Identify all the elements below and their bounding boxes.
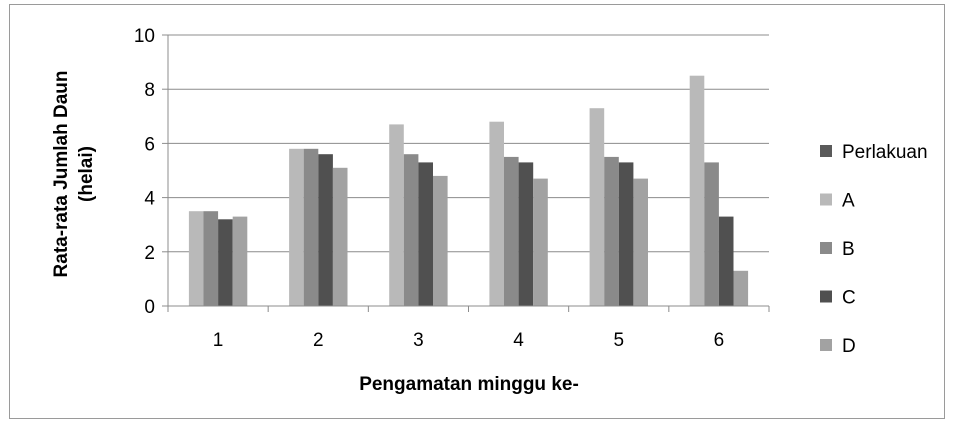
y-tick-label: 2 — [144, 243, 155, 264]
y-tick-label: 10 — [134, 26, 155, 47]
bar-B-2 — [303, 148, 319, 306]
bar-B-5 — [604, 156, 619, 306]
legend-swatch-D — [820, 339, 832, 351]
bar-A-3 — [389, 124, 404, 307]
legend-label-D: D — [842, 336, 856, 357]
bar-C-3 — [418, 162, 433, 306]
bar-A-6 — [689, 75, 705, 306]
legend-swatch-A — [820, 193, 832, 206]
bar-A-4 — [489, 121, 504, 306]
y-tick-label: 6 — [144, 134, 155, 155]
chart-frame: 0 2 4 6 8 10 1 2 3 4 5 6 Rata-rata Jumlah Daun (hel… — [9, 4, 945, 419]
x-tick-label: 5 — [613, 330, 624, 351]
legend-title: Perlakuan — [842, 142, 928, 163]
bar-D-1 — [232, 216, 248, 306]
y-axis-title-line2: (helai) — [76, 146, 97, 202]
legend-label-B: B — [842, 239, 855, 260]
x-tick-label: 4 — [513, 330, 524, 351]
x-tick-label: 1 — [213, 330, 224, 351]
y-tick-label: 0 — [144, 297, 155, 318]
bar-D-6 — [733, 270, 749, 306]
bar-D-5 — [633, 178, 648, 306]
bar-D-3 — [433, 175, 448, 306]
legend-label-C: C — [842, 288, 856, 309]
bar-D-2 — [332, 167, 348, 306]
y-axis-title: Rata-rata Jumlah Daun (helai) — [51, 71, 97, 278]
bar-B-6 — [704, 162, 719, 306]
bar-C-6 — [718, 216, 734, 306]
legend-swatch-perlakuan — [820, 145, 832, 157]
y-axis-title-line1: Rata-rata Jumlah Daun — [51, 71, 72, 278]
bar-A-1 — [188, 211, 204, 306]
bar-B-3 — [403, 154, 419, 306]
bar-A-2 — [289, 148, 304, 306]
legend-label-A: A — [842, 191, 855, 212]
x-axis-title: Pengamatan minggu ke- — [359, 374, 579, 395]
legend-swatch-B — [820, 242, 832, 254]
bars — [188, 75, 749, 307]
x-tick-label: 2 — [313, 330, 324, 351]
bar-C-2 — [318, 154, 333, 306]
bar-B-1 — [203, 211, 219, 306]
x-tick-label: 6 — [714, 330, 725, 351]
bar-A-5 — [589, 108, 605, 306]
y-tick-label: 8 — [144, 80, 155, 101]
bar-C-4 — [518, 162, 534, 306]
legend: Perlakuan A B C D — [820, 142, 928, 357]
legend-swatch-C — [820, 290, 832, 303]
x-tick-label: 3 — [413, 330, 424, 351]
bar-D-4 — [533, 178, 548, 306]
bar-C-1 — [218, 219, 233, 306]
bar-B-4 — [504, 156, 519, 306]
bar-C-5 — [618, 162, 634, 306]
y-tick-label: 4 — [144, 189, 155, 210]
gridlines — [168, 34, 769, 253]
